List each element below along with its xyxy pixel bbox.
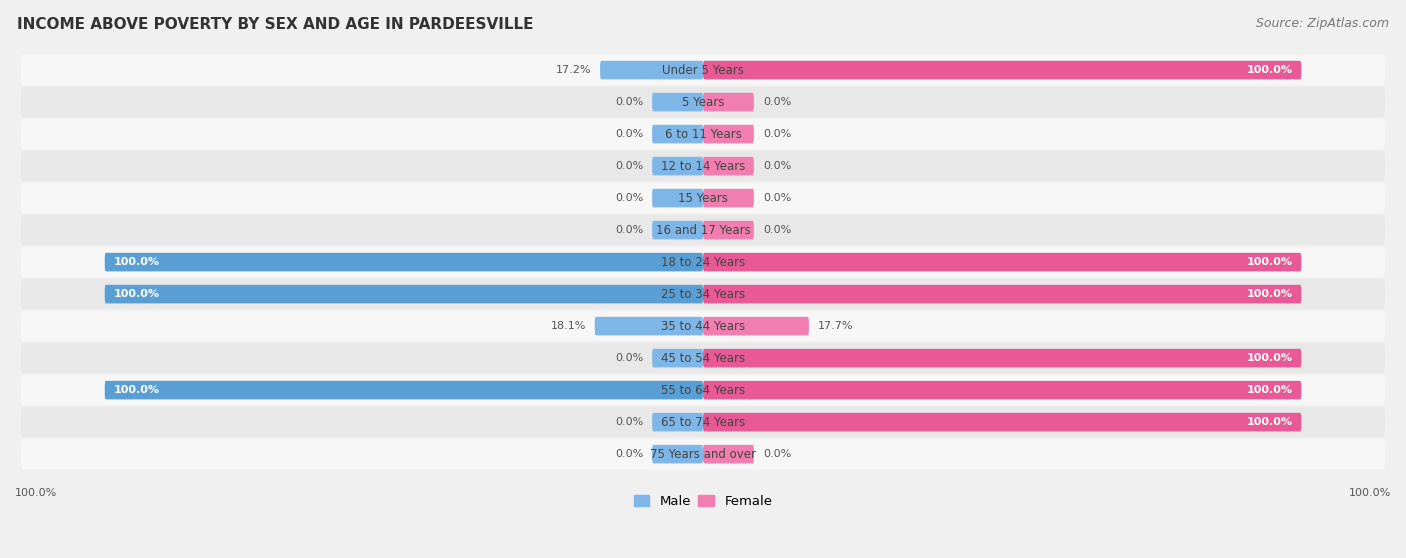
FancyBboxPatch shape: [703, 93, 754, 112]
Text: 0.0%: 0.0%: [763, 97, 792, 107]
Text: 0.0%: 0.0%: [614, 449, 643, 459]
Legend: Male, Female: Male, Female: [628, 490, 778, 513]
Text: 45 to 54 Years: 45 to 54 Years: [661, 352, 745, 364]
FancyBboxPatch shape: [703, 221, 754, 239]
Text: 15 Years: 15 Years: [678, 191, 728, 205]
FancyBboxPatch shape: [21, 215, 1385, 246]
Text: 100.0%: 100.0%: [1246, 385, 1292, 395]
Text: Under 5 Years: Under 5 Years: [662, 64, 744, 76]
FancyBboxPatch shape: [21, 375, 1385, 406]
Text: 18 to 24 Years: 18 to 24 Years: [661, 256, 745, 268]
FancyBboxPatch shape: [104, 381, 703, 400]
FancyBboxPatch shape: [703, 381, 1302, 400]
FancyBboxPatch shape: [21, 86, 1385, 117]
FancyBboxPatch shape: [652, 93, 703, 112]
Text: 0.0%: 0.0%: [763, 225, 792, 235]
FancyBboxPatch shape: [21, 279, 1385, 310]
FancyBboxPatch shape: [21, 343, 1385, 373]
Text: 12 to 14 Years: 12 to 14 Years: [661, 160, 745, 172]
Text: 17.7%: 17.7%: [818, 321, 853, 331]
Text: 100.0%: 100.0%: [114, 385, 160, 395]
Text: 17.2%: 17.2%: [555, 65, 591, 75]
Text: 0.0%: 0.0%: [763, 161, 792, 171]
Text: 0.0%: 0.0%: [614, 129, 643, 139]
Text: 100.0%: 100.0%: [1348, 488, 1391, 498]
FancyBboxPatch shape: [703, 413, 1302, 431]
FancyBboxPatch shape: [21, 55, 1385, 85]
FancyBboxPatch shape: [21, 311, 1385, 341]
Text: Source: ZipAtlas.com: Source: ZipAtlas.com: [1256, 17, 1389, 30]
FancyBboxPatch shape: [21, 182, 1385, 214]
Text: 100.0%: 100.0%: [114, 289, 160, 299]
FancyBboxPatch shape: [652, 445, 703, 463]
Text: 100.0%: 100.0%: [1246, 417, 1292, 427]
FancyBboxPatch shape: [21, 439, 1385, 469]
Text: 18.1%: 18.1%: [550, 321, 586, 331]
Text: 0.0%: 0.0%: [614, 161, 643, 171]
Text: 0.0%: 0.0%: [763, 193, 792, 203]
FancyBboxPatch shape: [703, 253, 1302, 271]
FancyBboxPatch shape: [652, 157, 703, 175]
Text: 16 and 17 Years: 16 and 17 Years: [655, 224, 751, 237]
FancyBboxPatch shape: [652, 221, 703, 239]
FancyBboxPatch shape: [652, 413, 703, 431]
Text: 55 to 64 Years: 55 to 64 Years: [661, 383, 745, 397]
Text: 0.0%: 0.0%: [763, 449, 792, 459]
FancyBboxPatch shape: [21, 119, 1385, 150]
Text: 0.0%: 0.0%: [614, 97, 643, 107]
FancyBboxPatch shape: [703, 189, 754, 208]
FancyBboxPatch shape: [703, 157, 754, 175]
FancyBboxPatch shape: [600, 61, 703, 79]
FancyBboxPatch shape: [21, 151, 1385, 181]
FancyBboxPatch shape: [703, 317, 808, 335]
FancyBboxPatch shape: [703, 445, 754, 463]
FancyBboxPatch shape: [703, 349, 1302, 367]
Text: 35 to 44 Years: 35 to 44 Years: [661, 320, 745, 333]
Text: 0.0%: 0.0%: [614, 353, 643, 363]
Text: 25 to 34 Years: 25 to 34 Years: [661, 287, 745, 301]
Text: INCOME ABOVE POVERTY BY SEX AND AGE IN PARDEESVILLE: INCOME ABOVE POVERTY BY SEX AND AGE IN P…: [17, 17, 533, 32]
FancyBboxPatch shape: [703, 285, 1302, 304]
Text: 100.0%: 100.0%: [15, 488, 58, 498]
Text: 5 Years: 5 Years: [682, 95, 724, 109]
Text: 75 Years and over: 75 Years and over: [650, 448, 756, 461]
FancyBboxPatch shape: [595, 317, 703, 335]
Text: 0.0%: 0.0%: [614, 193, 643, 203]
Text: 100.0%: 100.0%: [1246, 289, 1292, 299]
Text: 0.0%: 0.0%: [614, 225, 643, 235]
Text: 100.0%: 100.0%: [1246, 65, 1292, 75]
Text: 100.0%: 100.0%: [1246, 353, 1292, 363]
FancyBboxPatch shape: [652, 349, 703, 367]
Text: 100.0%: 100.0%: [1246, 257, 1292, 267]
FancyBboxPatch shape: [21, 247, 1385, 277]
FancyBboxPatch shape: [652, 125, 703, 143]
Text: 0.0%: 0.0%: [614, 417, 643, 427]
FancyBboxPatch shape: [703, 125, 754, 143]
FancyBboxPatch shape: [652, 189, 703, 208]
FancyBboxPatch shape: [703, 61, 1302, 79]
Text: 65 to 74 Years: 65 to 74 Years: [661, 416, 745, 429]
FancyBboxPatch shape: [104, 285, 703, 304]
Text: 100.0%: 100.0%: [114, 257, 160, 267]
Text: 0.0%: 0.0%: [763, 129, 792, 139]
FancyBboxPatch shape: [104, 253, 703, 271]
Text: 6 to 11 Years: 6 to 11 Years: [665, 128, 741, 141]
FancyBboxPatch shape: [21, 407, 1385, 437]
